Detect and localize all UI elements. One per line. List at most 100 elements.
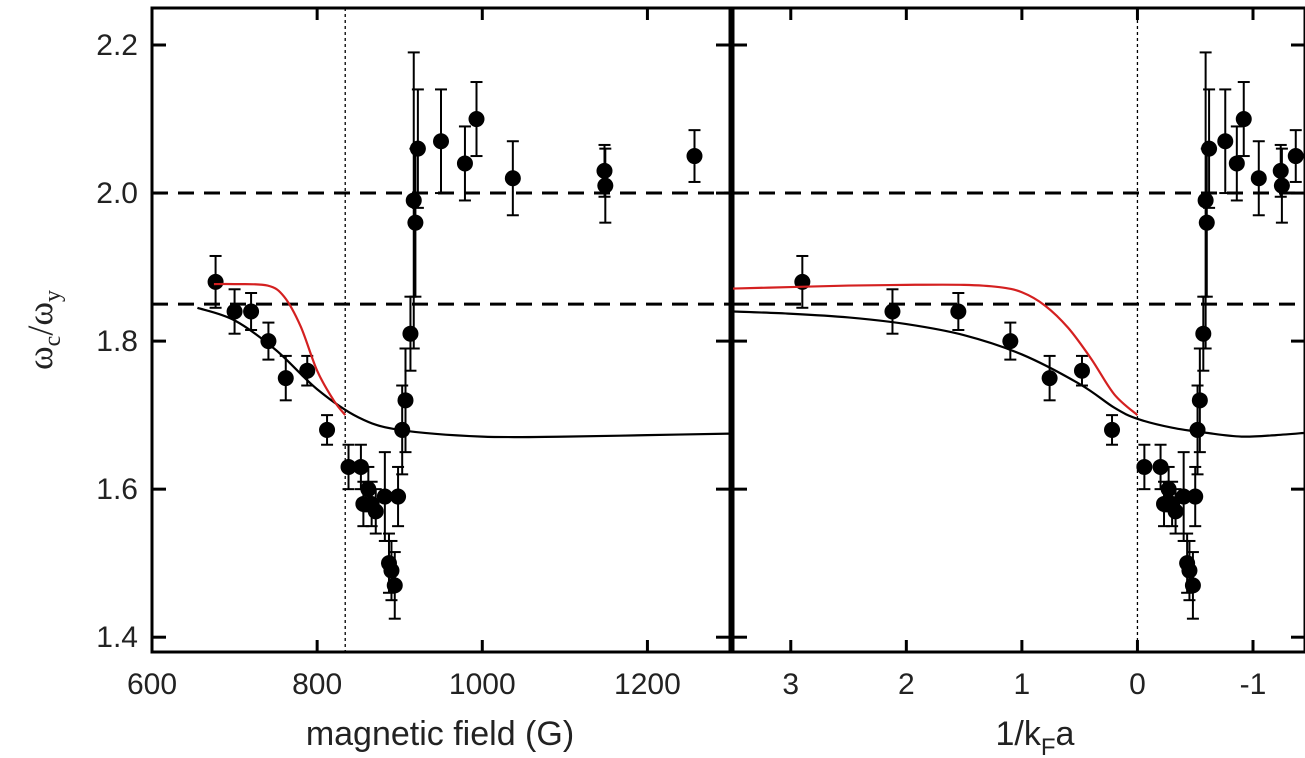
left-marker — [376, 488, 393, 505]
y-tick-label: 2.2 — [96, 29, 138, 62]
right-data-point — [1235, 81, 1252, 158]
right-black-curve — [733, 310, 1305, 438]
right-marker — [1181, 562, 1198, 579]
left-marker — [352, 458, 369, 475]
left-marker — [367, 503, 384, 520]
right-data-point — [794, 254, 811, 309]
left-data-point — [367, 488, 384, 535]
right-data-point — [1217, 88, 1234, 195]
right-marker — [1198, 214, 1215, 231]
left-marker — [686, 148, 703, 165]
y-axis-label: ωc/ωy — [20, 290, 66, 370]
right-data-point — [1104, 414, 1121, 446]
right-marker — [1073, 362, 1090, 379]
y-label-slash: / — [20, 326, 60, 336]
left-marker — [402, 325, 419, 342]
left-data-point — [597, 147, 614, 224]
left-black-curve — [197, 306, 730, 439]
left-marker — [386, 577, 403, 594]
left-data-point — [319, 414, 336, 446]
left-marker — [243, 303, 260, 320]
right-marker — [1273, 177, 1290, 194]
y-label-num-sub: c — [40, 336, 66, 347]
y-tick-label: 1.4 — [96, 621, 138, 654]
right-x-axis-label: 1/kFa — [996, 715, 1075, 758]
left-data-point — [260, 321, 277, 361]
right-data-point — [1198, 147, 1215, 298]
left-data-point — [686, 129, 703, 183]
right-marker — [1152, 458, 1169, 475]
left-marker — [390, 488, 407, 505]
right-data-point — [1041, 354, 1058, 402]
right-data-point — [1136, 443, 1153, 491]
left-marker — [597, 177, 614, 194]
right-marker — [1191, 392, 1208, 409]
left-marker — [340, 458, 357, 475]
left-marker — [319, 421, 336, 438]
left-data-point — [468, 81, 485, 158]
left-data-point — [207, 254, 224, 309]
right-data-point — [1002, 321, 1019, 361]
right-marker — [1189, 421, 1206, 438]
left-x-tick-label: 800 — [292, 668, 342, 701]
y-tick-label: 2.0 — [96, 177, 138, 210]
right-marker — [1184, 577, 1201, 594]
y-label-den-sub: y — [40, 290, 66, 302]
left-marker — [260, 333, 277, 350]
left-data-point — [386, 551, 403, 620]
left-data-point — [433, 88, 449, 195]
right-x-label-end: a — [1056, 715, 1075, 753]
left-data-point — [277, 354, 294, 402]
right-data-point — [1287, 129, 1304, 183]
left-marker — [405, 192, 422, 209]
left-data-point — [340, 443, 357, 491]
right-data-point — [1201, 88, 1218, 209]
right-marker — [1235, 111, 1252, 128]
left-panel: 600 800 1000 1200 1.4 1.6 1.8 2.0 2.2 — [96, 6, 732, 701]
right-data-point — [1184, 551, 1201, 620]
right-marker — [1287, 148, 1304, 165]
right-data-point — [1273, 147, 1290, 224]
left-x-tick-label: 1200 — [614, 668, 681, 701]
y-tick-label: 1.6 — [96, 473, 138, 506]
left-marker — [226, 303, 243, 320]
right-marker — [1228, 155, 1245, 172]
left-data-point — [456, 125, 473, 202]
left-marker — [383, 562, 400, 579]
right-marker — [1167, 503, 1184, 520]
y-tick-label: 1.8 — [96, 325, 138, 358]
right-marker — [1104, 421, 1121, 438]
right-data-point — [950, 291, 967, 331]
right-x-label-sub: F — [1041, 734, 1056, 758]
right-x-tick-label: -1 — [1240, 668, 1267, 701]
left-red-curve — [213, 282, 347, 416]
left-marker — [207, 273, 224, 290]
left-marker — [277, 370, 294, 387]
left-x-axis-label: magnetic field (G) — [306, 715, 574, 753]
right-x-tick-label: 0 — [1129, 668, 1146, 701]
left-data-point — [390, 465, 407, 528]
right-axes-frame — [731, 6, 1305, 654]
left-marker — [407, 214, 424, 231]
right-red-curve — [733, 283, 1139, 416]
left-marker — [433, 133, 449, 150]
left-x-tick-label: 600 — [127, 668, 177, 701]
left-marker — [397, 392, 414, 409]
left-data-point — [243, 291, 260, 331]
right-marker — [1195, 325, 1212, 342]
right-marker — [1250, 170, 1267, 187]
y-label-numerator: ω — [20, 346, 60, 370]
right-marker — [1041, 370, 1058, 387]
left-axes-frame — [150, 6, 732, 654]
right-marker — [1136, 458, 1153, 475]
left-marker — [468, 111, 485, 128]
right-x-label-main: 1/k — [996, 715, 1042, 753]
right-marker — [884, 303, 901, 320]
right-data-point — [1250, 140, 1267, 217]
right-marker — [1217, 133, 1234, 150]
right-marker — [950, 303, 967, 320]
right-data-point — [1195, 295, 1212, 372]
right-data-point — [1272, 143, 1289, 198]
left-marker — [456, 155, 473, 172]
